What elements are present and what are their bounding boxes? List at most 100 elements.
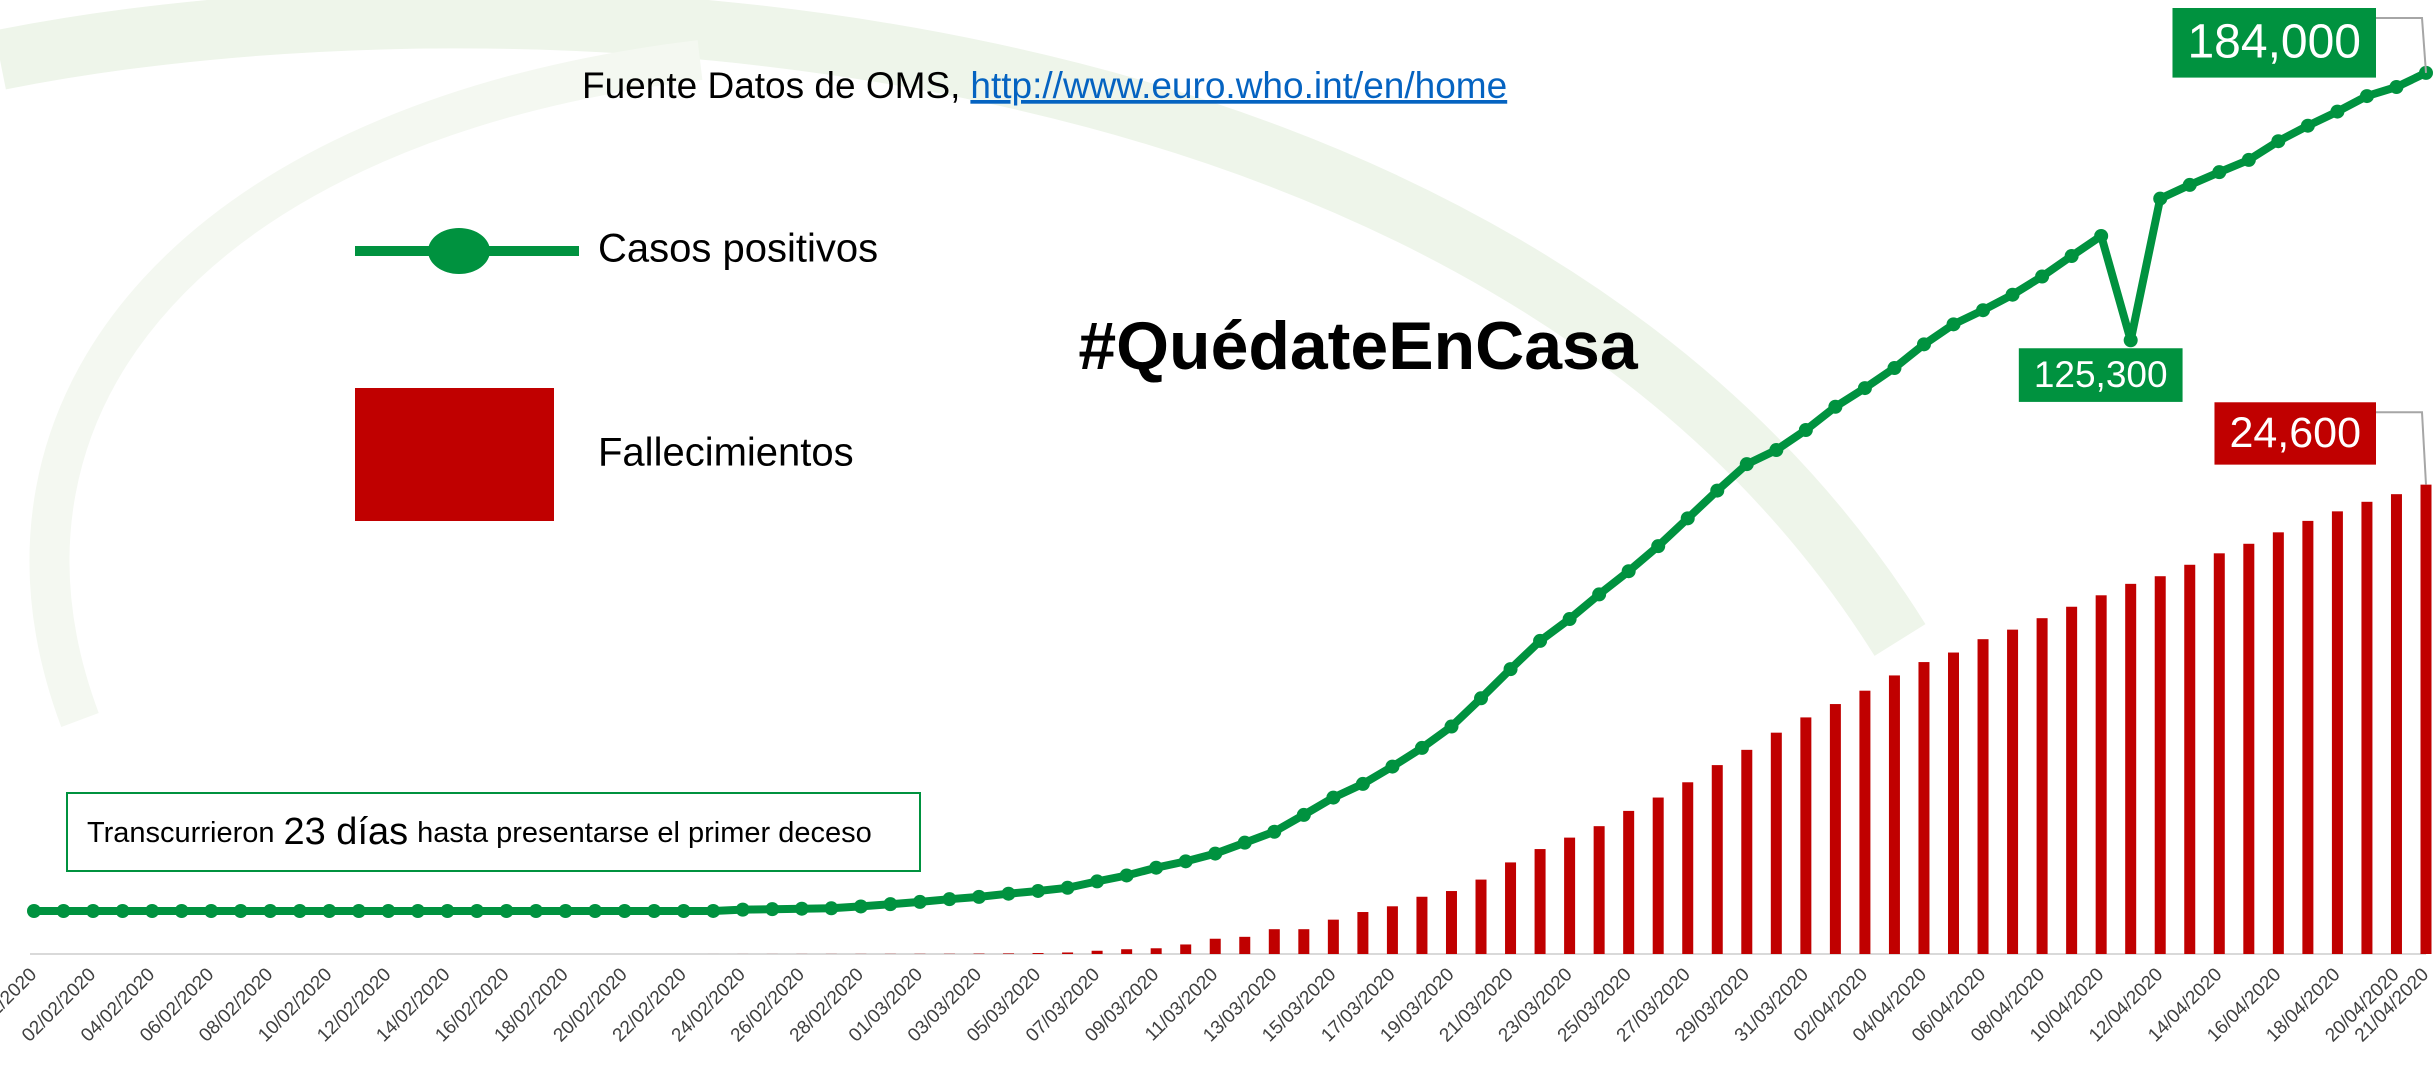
bar bbox=[2095, 595, 2107, 954]
bar bbox=[2213, 553, 2225, 954]
annotation-box bbox=[66, 792, 921, 872]
line-marker bbox=[1474, 691, 1489, 706]
bar bbox=[1327, 919, 1339, 954]
bar bbox=[1623, 810, 1635, 954]
bar bbox=[1800, 717, 1812, 954]
data-label: 184,000 bbox=[2187, 15, 2361, 68]
data-label-group: 125,300 bbox=[2018, 348, 2183, 402]
line-marker bbox=[676, 903, 691, 918]
line-marker bbox=[824, 901, 839, 916]
line-marker bbox=[1887, 361, 1902, 376]
line-marker bbox=[115, 903, 130, 918]
line-marker bbox=[1533, 633, 1548, 648]
bar bbox=[1593, 826, 1605, 954]
line-marker bbox=[2123, 333, 2138, 348]
bar bbox=[1268, 929, 1280, 954]
line-marker bbox=[1414, 740, 1429, 755]
line-marker bbox=[1031, 883, 1046, 898]
bar bbox=[1829, 704, 1841, 954]
line-marker bbox=[86, 903, 101, 918]
annotation-text: hasta presentarse el primer deceso bbox=[417, 817, 872, 849]
line-marker bbox=[735, 902, 750, 917]
bar bbox=[1121, 949, 1133, 954]
bar bbox=[2243, 543, 2255, 954]
bar bbox=[2007, 629, 2019, 954]
line-marker bbox=[1916, 337, 1931, 352]
line-marker bbox=[2182, 177, 2197, 192]
bar bbox=[2272, 532, 2284, 954]
bar bbox=[1741, 749, 1753, 954]
line-marker bbox=[1680, 511, 1695, 526]
data-label-box bbox=[2018, 348, 2183, 402]
bar bbox=[1180, 944, 1192, 954]
legend-swatch bbox=[355, 388, 554, 521]
bar bbox=[1770, 732, 1782, 954]
bar bbox=[1564, 837, 1576, 954]
line-marker bbox=[1178, 854, 1193, 869]
bar bbox=[1416, 896, 1428, 954]
line-marker bbox=[56, 903, 71, 918]
annotation-text: Transcurrieron bbox=[87, 817, 274, 849]
line-marker bbox=[1710, 483, 1725, 498]
line-marker bbox=[912, 894, 927, 909]
line-marker bbox=[2212, 165, 2227, 180]
source-link[interactable]: http://www.euro.who.int/en/home bbox=[970, 65, 1507, 106]
annotation: Transcurrieron 23 días hasta presentarse e… bbox=[87, 811, 872, 853]
line-marker bbox=[1090, 874, 1105, 889]
label-leader bbox=[2376, 17, 2427, 73]
data-label: 125,300 bbox=[2034, 354, 2168, 395]
data-label-group: 184,000 bbox=[2172, 8, 2427, 78]
line-marker bbox=[1798, 422, 1813, 437]
line-marker bbox=[145, 903, 160, 918]
line-marker bbox=[1444, 719, 1459, 734]
line-marker bbox=[2153, 191, 2168, 206]
line-marker bbox=[558, 903, 573, 918]
line-marker bbox=[1149, 860, 1164, 875]
line-marker bbox=[971, 889, 986, 904]
line-marker bbox=[1769, 443, 1784, 458]
line-marker bbox=[1119, 868, 1134, 883]
line-marker bbox=[883, 897, 898, 912]
line-marker bbox=[765, 902, 780, 917]
line-marker bbox=[1208, 846, 1223, 861]
bar bbox=[1888, 675, 1900, 954]
line-marker bbox=[499, 903, 514, 918]
line-marker bbox=[410, 903, 425, 918]
line bbox=[34, 69, 2428, 915]
line-marker bbox=[2271, 134, 2286, 149]
bar bbox=[1032, 953, 1044, 954]
legend-marker bbox=[428, 228, 490, 274]
data-label-box bbox=[2214, 402, 2376, 465]
bar bbox=[2184, 564, 2196, 954]
bar bbox=[1918, 662, 1930, 954]
line-marker bbox=[2064, 248, 2079, 263]
line-marker bbox=[1857, 381, 1872, 396]
line-marker bbox=[1237, 835, 1252, 850]
source-text: Fuente Datos de OMS, bbox=[582, 65, 960, 106]
annotation-text: 23 días bbox=[283, 811, 408, 853]
bar bbox=[1357, 912, 1369, 954]
line-marker bbox=[351, 903, 366, 918]
bar bbox=[1298, 929, 1310, 954]
line-marker bbox=[1355, 776, 1370, 791]
data-label: 24,600 bbox=[2229, 409, 2361, 457]
bar bbox=[1003, 953, 1015, 954]
label-leader bbox=[2376, 411, 2427, 485]
data-label-group: 24,600 bbox=[2214, 402, 2427, 485]
line-marker bbox=[2330, 104, 2345, 119]
line-marker bbox=[27, 903, 41, 918]
data-label-box bbox=[2172, 8, 2376, 78]
line-marker bbox=[794, 901, 809, 916]
line-marker bbox=[174, 903, 189, 918]
bar bbox=[1209, 938, 1221, 954]
bar bbox=[1534, 849, 1546, 954]
line-marker bbox=[617, 903, 632, 918]
bar bbox=[2066, 606, 2078, 954]
line-marker bbox=[322, 903, 337, 918]
line-marker bbox=[2300, 118, 2315, 133]
line-marker bbox=[529, 903, 544, 918]
line-marker bbox=[2035, 269, 2050, 284]
line-marker bbox=[381, 903, 396, 918]
